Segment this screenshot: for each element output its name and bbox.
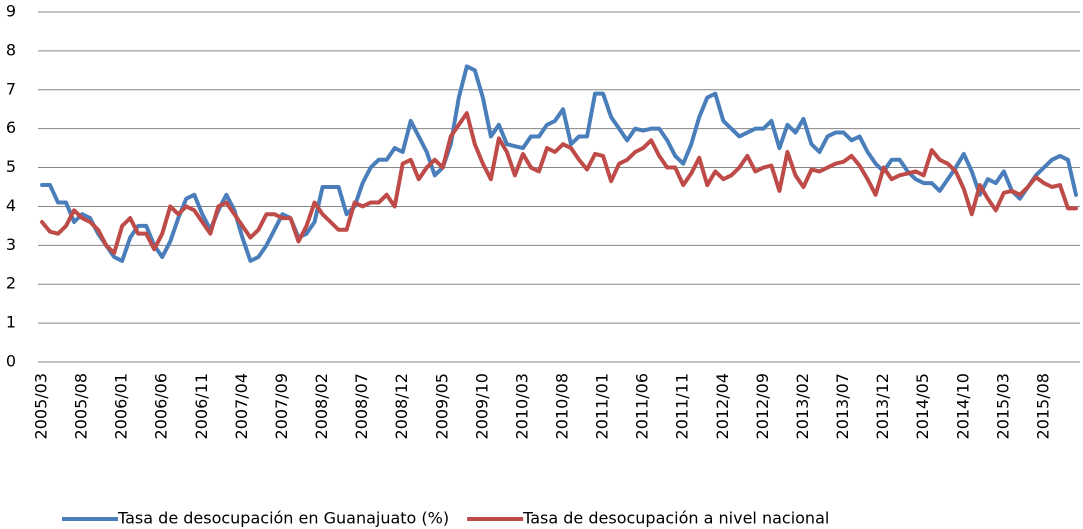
x-tick-label: 2005/03 [32, 373, 51, 439]
x-tick-label: 2007/04 [232, 373, 251, 439]
x-tick-label: 2009/10 [472, 373, 491, 439]
series-line [40, 111, 1078, 256]
y-tick-label: 7 [6, 79, 16, 98]
y-tick-label: 3 [6, 235, 16, 254]
x-tick-label: 2013/02 [793, 373, 812, 439]
x-tick-label: 2012/09 [753, 373, 772, 439]
x-tick-label: 2011/11 [673, 373, 692, 439]
x-tick-label: 2008/12 [392, 373, 411, 439]
y-tick-label: 4 [6, 196, 16, 215]
x-tick-label: 2005/08 [72, 373, 91, 439]
y-tick-label: 1 [6, 313, 16, 332]
x-tick-label: 2008/07 [352, 373, 371, 439]
x-tick-label: 2008/02 [312, 373, 331, 439]
series-line [40, 64, 1078, 263]
x-tick-label: 2007/09 [272, 373, 291, 439]
x-tick-label: 2014/05 [913, 373, 932, 439]
x-tick-label: 2012/04 [713, 373, 732, 439]
y-tick-label: 6 [6, 118, 16, 137]
x-tick-label: 2015/03 [993, 373, 1012, 439]
x-tick-label: 2006/11 [192, 373, 211, 439]
y-tick-label: 8 [6, 40, 16, 59]
x-tick-label: 2011/01 [593, 373, 612, 439]
y-tick-label: 0 [6, 352, 16, 371]
x-tick-label: 2014/10 [953, 373, 972, 439]
x-tick-label: 2010/03 [512, 373, 531, 439]
x-tick-label: 2015/08 [1033, 373, 1052, 439]
x-tick-label: 2010/08 [553, 373, 572, 439]
legend-label: Tasa de desocupación a nivel nacional [522, 509, 829, 528]
x-tick-label: 2011/06 [633, 373, 652, 439]
x-tick-label: 2009/05 [432, 373, 451, 439]
legend-label: Tasa de desocupación en Guanajuato (%) [117, 509, 449, 528]
x-tick-label: 2006/01 [112, 373, 131, 439]
y-tick-label: 9 [6, 2, 16, 21]
x-tick-label: 2006/06 [152, 373, 171, 439]
y-tick-label: 5 [6, 157, 16, 176]
x-tick-label: 2013/12 [873, 373, 892, 439]
y-tick-label: 2 [6, 274, 16, 293]
x-tick-label: 2013/07 [833, 373, 852, 439]
